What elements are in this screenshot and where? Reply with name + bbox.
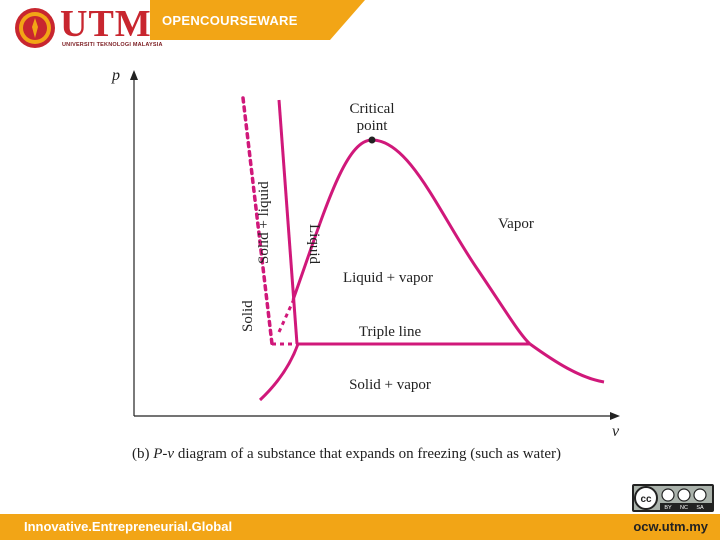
footer-url-link[interactable]: ocw.utm.my [633,519,708,534]
opencourseware-label: OPENCOURSEWARE [162,13,298,28]
cc-icon [634,486,658,510]
region-solid-vapor-label: Solid + vapor [349,377,431,393]
critical-point-label-line2: point [357,118,389,134]
figure-caption: (b) P-v diagram of a substance that expa… [132,446,561,462]
header-bar [150,0,365,40]
cc-sa-text: SA [696,505,704,511]
y-axis-arrow [130,70,138,80]
svg-text:cc: cc [640,494,652,505]
region-solid-liquid-label: Solid + liquid [256,181,272,264]
region-liquid-label: Liquid [306,224,322,264]
cc-license-badge: cc BY NC SA [632,484,714,512]
region-liquid-vapor-label: Liquid + vapor [343,270,433,286]
solid-boundary-dashed [241,96,274,346]
logo-subtitle: UNIVERSITI TEKNOLOGI MALAYSIA [62,42,163,48]
caption-rest: diagram of a substance that expands on f… [174,446,561,462]
critical-point-label-line1: Critical [350,101,395,117]
cc-nc-text: NC [680,505,688,511]
utm-seal-icon [15,8,55,48]
sa-icon [693,488,707,502]
logo-text: UTM [60,3,152,45]
header: UTM UNIVERSITI TEKNOLOGI MALAYSIA OPENCO… [0,0,720,60]
caption-italic: P-v [152,446,174,462]
nc-icon [677,488,691,502]
x-axis-label: v [612,423,620,440]
y-axis-label: p [111,67,120,84]
footer: Innovative.Entrepreneurial.Global ocw.ut… [0,514,720,540]
x-axis-arrow [610,412,620,420]
saturation-dome [291,138,532,346]
liquid-extension-dashed [277,298,296,333]
critical-point-marker [368,136,376,144]
vapor-curve-low [529,342,605,384]
cc-by-text: BY [664,505,672,511]
header-orange-band [150,0,365,40]
region-vapor-label: Vapor [498,216,534,232]
solid-liquid-boundary [277,99,299,345]
sublimation-curve [258,343,300,402]
region-solid-label: Solid [240,300,256,332]
triple-line-label: Triple line [359,324,422,340]
header-background [0,0,720,60]
caption-prefix: (b) [132,446,153,462]
footer-tagline: Innovative.Entrepreneurial.Global [24,519,233,534]
by-icon [661,488,675,502]
